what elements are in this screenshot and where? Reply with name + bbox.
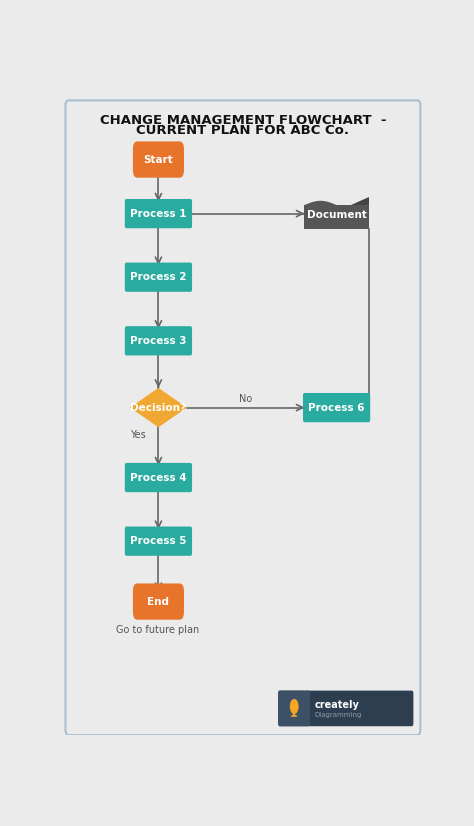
FancyBboxPatch shape — [125, 463, 192, 492]
FancyBboxPatch shape — [133, 583, 184, 620]
Text: Process 4: Process 4 — [130, 472, 187, 482]
FancyBboxPatch shape — [65, 101, 420, 735]
FancyBboxPatch shape — [278, 691, 413, 726]
Polygon shape — [351, 197, 369, 205]
Text: Process 6: Process 6 — [309, 402, 365, 413]
FancyBboxPatch shape — [125, 326, 192, 355]
Text: Start: Start — [144, 154, 173, 164]
FancyBboxPatch shape — [125, 526, 192, 556]
FancyBboxPatch shape — [278, 691, 310, 726]
Text: Process 1: Process 1 — [130, 209, 187, 219]
Circle shape — [290, 699, 299, 714]
Text: Process 2: Process 2 — [130, 273, 187, 282]
Polygon shape — [304, 201, 369, 209]
FancyBboxPatch shape — [304, 205, 369, 229]
FancyBboxPatch shape — [125, 263, 192, 292]
Text: Go to future plan: Go to future plan — [116, 625, 200, 635]
Text: Process 3: Process 3 — [130, 336, 187, 346]
Text: Document: Document — [307, 210, 366, 221]
Text: creately: creately — [314, 700, 359, 710]
Text: Decision?: Decision? — [130, 402, 186, 413]
Text: Process 5: Process 5 — [130, 536, 187, 546]
FancyBboxPatch shape — [303, 393, 370, 422]
Text: End: End — [147, 596, 169, 606]
Polygon shape — [130, 388, 187, 427]
FancyBboxPatch shape — [125, 199, 192, 228]
Text: Diagramming: Diagramming — [314, 712, 362, 718]
FancyBboxPatch shape — [133, 141, 184, 178]
Text: Yes: Yes — [130, 430, 146, 440]
Text: No: No — [239, 394, 252, 404]
Text: CHANGE MANAGEMENT FLOWCHART  -: CHANGE MANAGEMENT FLOWCHART - — [100, 114, 386, 126]
Text: CURRENT PLAN FOR ABC Co.: CURRENT PLAN FOR ABC Co. — [137, 124, 349, 137]
